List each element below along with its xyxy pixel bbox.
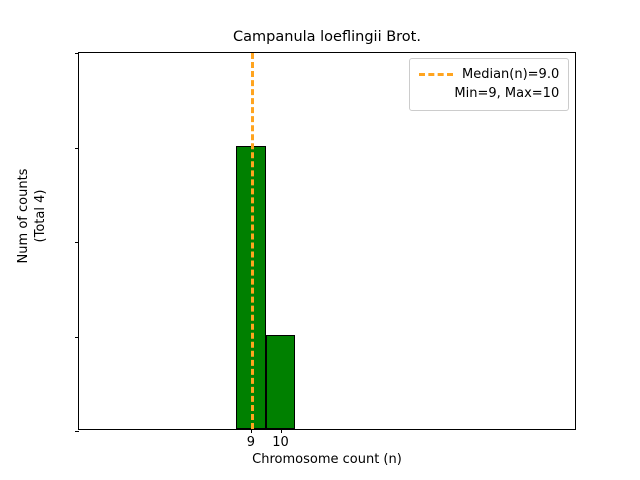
x-tick-label: 9 [246, 435, 256, 450]
chart-title: Campanula loeflingii Brot. [233, 29, 421, 45]
median-line [250, 53, 254, 429]
plot-area: 01234 910 [75, 52, 576, 450]
bar [265, 334, 296, 429]
legend-label-minmax: Min=9, Max=10 [454, 86, 560, 101]
x-axis-label: Chromosome count (n) [252, 452, 402, 467]
legend-entry-minmax: Min=9, Max=10 [419, 84, 559, 103]
y-tick-mark [75, 431, 79, 432]
legend-entry-median: Median(n)=9.0 [419, 65, 559, 84]
median-line-layer [79, 53, 575, 429]
y-tick-mark [75, 147, 79, 149]
dashed-line-icon [419, 73, 453, 76]
y-tick-mark [75, 336, 79, 338]
legend-label-median: Median(n)=9.0 [462, 67, 560, 82]
bar [236, 145, 266, 429]
bars-layer [79, 53, 575, 429]
x-tick-mark [280, 429, 282, 433]
y-tick-mark [75, 242, 79, 243]
legend: Median(n)=9.0 Min=9, Max=10 [409, 58, 570, 111]
y-axis-label: Num of counts (Total 4) [16, 168, 48, 264]
x-tick-label: 10 [272, 435, 289, 450]
y-tick-mark [75, 53, 79, 54]
x-tick-mark [250, 429, 252, 433]
